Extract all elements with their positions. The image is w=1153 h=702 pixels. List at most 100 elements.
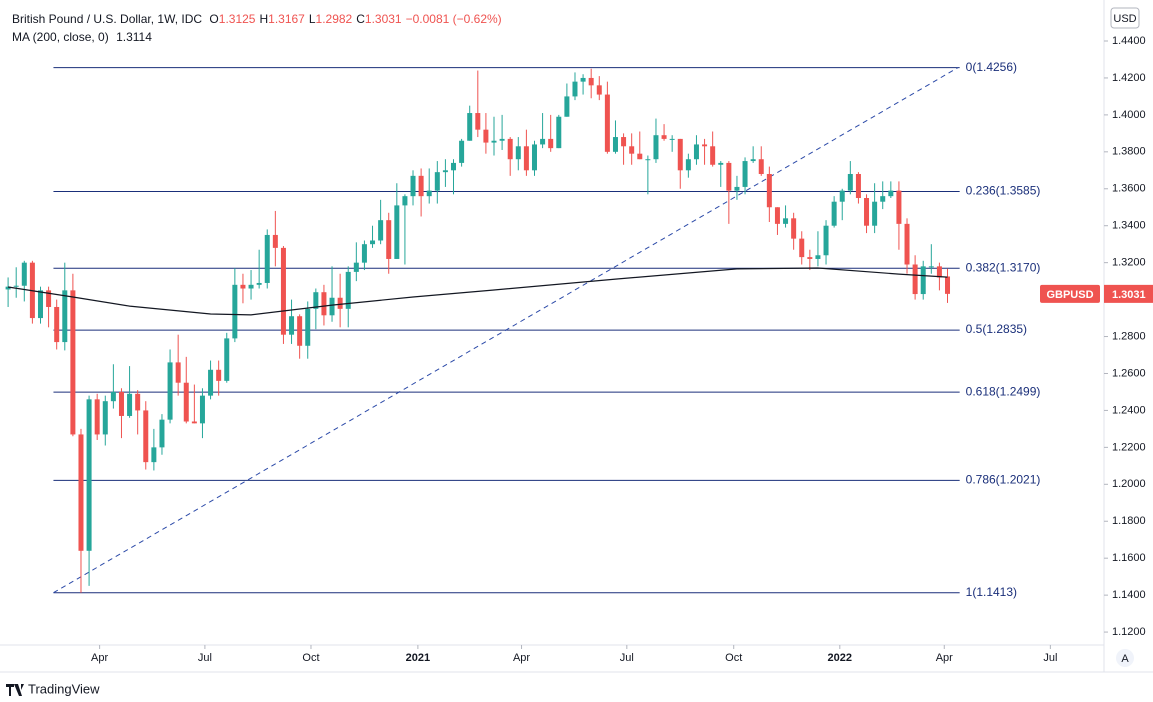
y-tick-label: 1.2000 <box>1112 478 1146 490</box>
candle-body <box>199 395 205 424</box>
ohlc: O1.3125 H1.3167 L1.2982 C1.3031 −0.0081 (−0.… <box>209 12 502 26</box>
candle-body <box>637 153 643 160</box>
candle-body <box>13 285 19 287</box>
candle-body <box>37 290 43 319</box>
candle-body <box>880 196 886 202</box>
candle-body <box>183 382 189 422</box>
candle-body <box>86 399 92 551</box>
candle-body <box>540 138 546 145</box>
candle-body <box>823 225 829 256</box>
scale-button[interactable] <box>1116 649 1134 667</box>
candle-body <box>515 146 521 160</box>
y-tick-label: 1.4200 <box>1112 72 1146 84</box>
candle-body <box>167 362 173 420</box>
candle-body <box>426 190 432 197</box>
candle-body <box>815 255 821 259</box>
candle-body <box>685 159 691 171</box>
fib-label: 1(1.1413) <box>966 585 1017 599</box>
y-tick-label: 1.1400 <box>1112 589 1146 601</box>
candle-body <box>135 393 141 411</box>
candle-body <box>564 96 570 117</box>
candle-body <box>5 286 11 290</box>
y-tick-label: 1.3600 <box>1112 183 1146 195</box>
candle-body <box>46 290 52 307</box>
candle-body <box>766 173 772 208</box>
legend-row: British Pound / U.S. Dollar, 1W, IDC O1.… <box>12 10 510 28</box>
candle-body <box>718 162 724 165</box>
candle-body <box>467 113 473 141</box>
candle-body <box>645 159 651 161</box>
fib-label: 0.382(1.3170) <box>966 260 1041 274</box>
x-tick-label: Apr <box>91 652 108 664</box>
symbol-title: British Pound / U.S. Dollar, 1W, IDC <box>12 12 203 26</box>
candle-body <box>710 146 716 165</box>
candle-body <box>280 247 286 335</box>
x-tick-label: Jul <box>1043 652 1057 664</box>
x-tick-label: Apr <box>936 652 953 664</box>
candle-body <box>499 138 505 141</box>
candle-body <box>847 173 853 191</box>
candle-body <box>70 290 76 435</box>
price-tag-label: 1.3031 <box>1112 289 1146 301</box>
candle-body <box>629 146 635 154</box>
candle-body <box>216 369 222 381</box>
y-tick-label: 1.4000 <box>1112 109 1146 121</box>
y-tick-label: 1.3800 <box>1112 146 1146 158</box>
currency-button[interactable] <box>1110 7 1140 29</box>
candle-body <box>272 234 278 248</box>
candle-body <box>556 116 562 149</box>
candle-body <box>337 297 343 309</box>
candle-body <box>94 399 100 435</box>
y-tick-label: 1.3400 <box>1112 220 1146 232</box>
candle-body <box>402 196 408 206</box>
candle-body <box>127 393 133 416</box>
candle-body <box>839 190 845 202</box>
fib-retracement: 0(1.4256) 0.236(1.3585) 0.382(1.3170) 0.5(1… <box>53 60 1040 599</box>
candle-body <box>669 138 675 140</box>
fib-label: 0(1.4256) <box>966 60 1017 74</box>
candle-body <box>888 190 894 197</box>
candle-body <box>653 135 659 160</box>
candle-body <box>596 85 602 95</box>
trend-line <box>53 67 959 594</box>
candle-body <box>321 292 327 316</box>
candle-body <box>945 276 951 294</box>
candle-body <box>143 410 149 463</box>
candle-body <box>297 316 303 346</box>
candle-body <box>774 207 780 224</box>
change: −0.0081 (−0.62%) <box>405 12 502 26</box>
candle-body <box>588 77 594 86</box>
candle-body <box>353 262 359 272</box>
candle-body <box>361 244 367 263</box>
candle-body <box>386 220 392 259</box>
y-tick-label: 1.2600 <box>1112 367 1146 379</box>
y-tick-label: 1.3200 <box>1112 257 1146 269</box>
moving-average <box>8 267 948 316</box>
y-tick-label: 1.2400 <box>1112 404 1146 416</box>
candle-body <box>434 172 440 191</box>
candle-body <box>151 447 157 463</box>
candle-body <box>928 266 934 268</box>
symbol-tag <box>1040 284 1100 303</box>
fib-label: 0.618(1.2499) <box>966 384 1041 398</box>
candle-body <box>791 218 797 239</box>
candle-body <box>831 201 837 226</box>
open-value: 1.3125 <box>218 12 256 26</box>
candle-body <box>702 144 708 147</box>
candle-body <box>110 391 116 402</box>
candle-body <box>118 391 124 416</box>
candle-body <box>758 159 764 174</box>
candle-body <box>491 140 497 143</box>
y-tick-label: 1.1600 <box>1112 552 1146 564</box>
candle-body <box>451 162 457 171</box>
indicator-row: MA (200, close, 0) 1.3114 <box>12 28 510 46</box>
candle-body <box>329 297 335 316</box>
scale-label: A <box>1121 653 1129 665</box>
candle-body <box>289 316 295 335</box>
candle-body <box>159 419 165 448</box>
y-tick-label: 1.1800 <box>1112 515 1146 527</box>
candle-body <box>240 284 246 289</box>
candle-body <box>475 113 481 130</box>
